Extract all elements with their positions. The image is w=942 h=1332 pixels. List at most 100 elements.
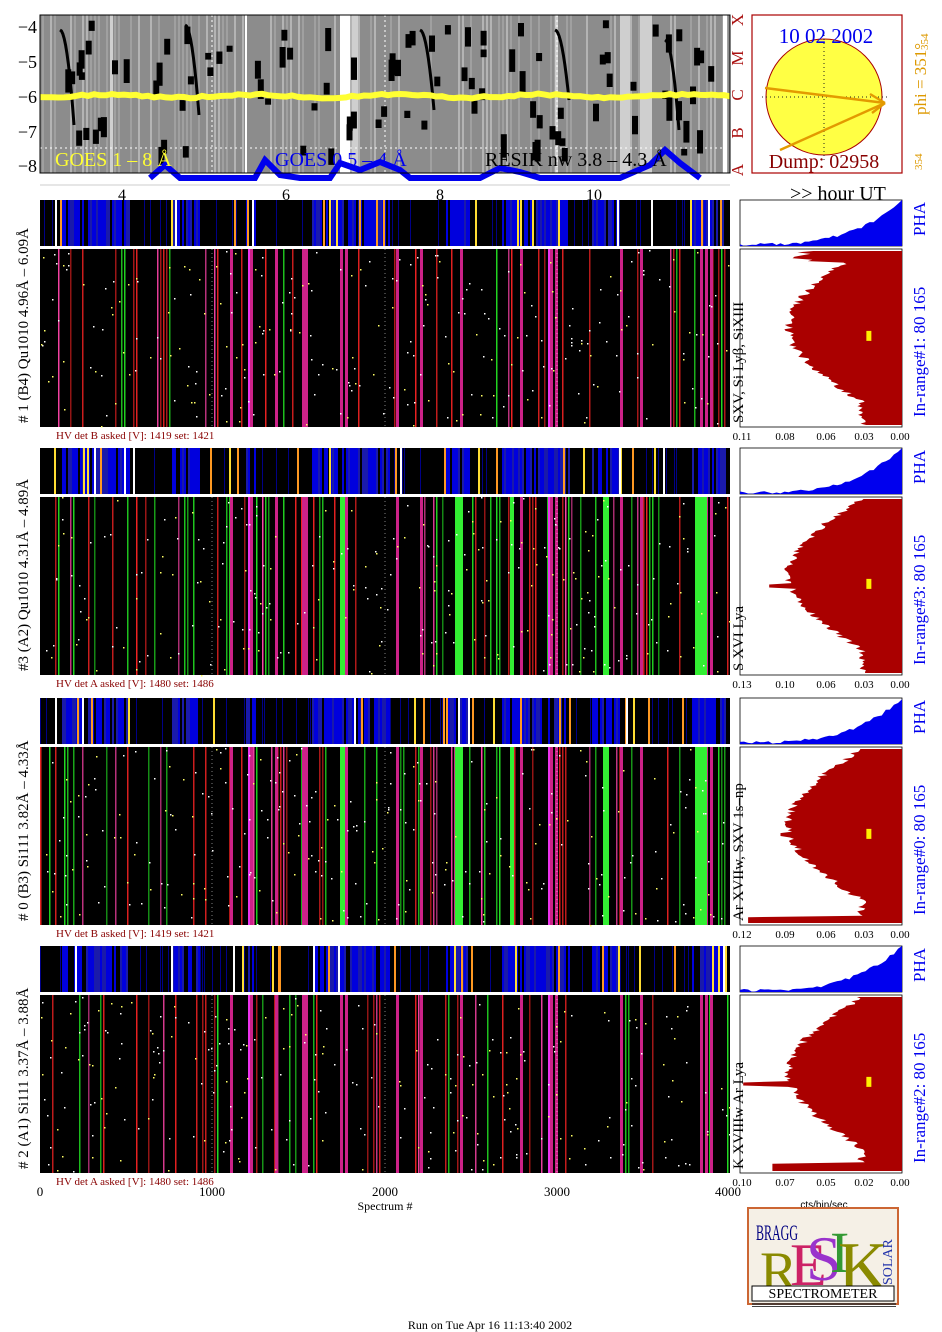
spectrum-tick: 4000: [715, 1184, 741, 1199]
logo-solar: SOLAR: [881, 1238, 896, 1285]
phi-sub: 354: [919, 33, 931, 50]
histogram-tick: 0.07: [775, 1177, 795, 1189]
goes-ytick: −8: [18, 156, 37, 176]
goes-ytick: −6: [18, 87, 37, 107]
spectrum-tick: 1000: [199, 1184, 225, 1199]
detector-block: HV det B asked [V]: 1419 set: 1421 # 1 (B…: [16, 199, 929, 443]
histogram-tick: 0.12: [732, 929, 751, 941]
spectral-lines-label: SXV, Si Lyβ, SiXIII: [731, 302, 747, 423]
hv-setting: HV det B asked [V]: 1419 set: 1421: [56, 430, 214, 442]
phi-angle: phi = 351°: [911, 43, 930, 115]
pha-histogram: [740, 946, 902, 992]
logo-s: S: [806, 1223, 842, 1294]
pha-histogram: [740, 699, 902, 744]
goes-ytick: −5: [18, 52, 37, 72]
hv-setting: HV det A asked [V]: 1480 set: 1486: [56, 678, 214, 690]
detector-label: #3 (A2) Qu1010 4.31Å – 4.89Å: [16, 479, 32, 671]
logo-spectrometer: SPECTROMETER: [769, 1287, 879, 1302]
hour-tick: 6: [282, 187, 290, 204]
spectrum-histogram: [784, 251, 902, 425]
legend-goes-long: GOES 1 – 8 Å: [55, 149, 172, 171]
flare-class-label: B: [728, 127, 747, 138]
spectral-lines-label: S XVI Lya: [731, 606, 747, 671]
goes-panel: −4 −5 −6 −7 −8 X M C B A GOES 1 – 8 Å GO…: [18, 14, 886, 205]
histogram-tick: 0.06: [816, 679, 836, 691]
resik-logo: BRAGG R E S I K SOLAR SPECTROMETER: [747, 1207, 899, 1307]
run-timestamp: Run on Tue Apr 16 11:13:40 2002: [408, 1318, 572, 1332]
histogram-tick: 0.00: [890, 679, 910, 691]
flare-class-label: C: [728, 89, 747, 100]
spectrum-tick: 2000: [372, 1184, 398, 1199]
histogram-tick: 0.02: [854, 1177, 873, 1189]
spectral-lines-label: K XVIIIw Ar Lya: [731, 1062, 747, 1169]
histogram-tick: 0.10: [732, 1177, 752, 1189]
histogram-tick: 0.11: [733, 431, 752, 443]
spectrum-axis-label: Spectrum #: [358, 1199, 413, 1213]
histogram-tick: 0.09: [775, 929, 795, 941]
pha-histogram: [740, 200, 902, 246]
histogram-tick: 0.05: [816, 1177, 836, 1189]
hour-axis-label: >> hour UT: [790, 183, 886, 205]
spectral-lines-label: Ar XVIIw, SXV 1s–np: [731, 783, 747, 921]
pha-histogram: [740, 448, 902, 494]
spectrum-tick: 3000: [544, 1184, 570, 1199]
histogram-tick: 0.03: [854, 431, 874, 443]
pha-label: PHA: [910, 947, 929, 982]
pha-label: PHA: [910, 699, 929, 734]
sun-disk: [765, 38, 883, 156]
spectrum-tick: 0: [37, 1184, 44, 1199]
in-range-label: In-range#0: 80 165: [910, 785, 929, 915]
histogram-tick: 0.00: [890, 929, 910, 941]
flare-class-label: X: [728, 14, 747, 26]
hv-setting: HV det B asked [V]: 1419 set: 1421: [56, 928, 214, 940]
pointing-arrows: [764, 86, 886, 152]
detector-label: # 1 (B4) Qu1010 4.96Å – 6.09Å: [16, 228, 32, 423]
logo-fineprint: [752, 1303, 896, 1307]
legend-resik: RESIK nw 3.8 – 4.3 Å: [485, 149, 667, 171]
hour-tick: 8: [436, 187, 444, 204]
legend-goes-short: GOES 0.5 – 4 Å: [275, 149, 407, 171]
in-range-label: In-range#1: 80 165: [910, 287, 929, 417]
logo-i: I: [830, 1220, 849, 1285]
logo-bragg: BRAGG: [756, 1220, 798, 1245]
flare-class-label: M: [728, 50, 747, 65]
detector-label: # 2 (A1) Si111 3.37Å – 3.88Å: [16, 987, 32, 1169]
sun-panel: 10 02 2002 Dump: 02958 phi = 351° 354 35…: [751, 14, 931, 174]
detector-block: HV det A asked [V]: 1480 set: 1486 #3 (A2…: [16, 447, 929, 691]
detector-label: # 0 (B3) Si111 3.82Å – 4.33Å: [16, 740, 32, 921]
hv-setting: HV det A asked [V]: 1480 set: 1486: [56, 1176, 214, 1188]
spectrum-axis: 0 1000 2000 3000 4000 Spectrum # cts/bin…: [37, 1184, 848, 1213]
goes-ytick: −7: [18, 122, 37, 142]
hour-tick: 10: [586, 187, 602, 204]
observation-date: 10 02 2002: [779, 24, 874, 48]
histogram-tick: 0.13: [732, 679, 752, 691]
goes-long-curve: [39, 90, 731, 102]
histogram-tick: 0.03: [854, 929, 874, 941]
pha-label: PHA: [910, 201, 929, 236]
histogram-tick: 0.00: [890, 1177, 910, 1189]
histogram-tick: 0.10: [775, 679, 795, 691]
detector-panels: HV det B asked [V]: 1419 set: 1421 # 1 (B…: [16, 199, 929, 1189]
histogram-tick: 0.06: [816, 929, 836, 941]
detector-block: HV det A asked [V]: 1480 set: 1486 # 2 (A…: [16, 945, 929, 1189]
spectrum-histogram: [769, 499, 902, 673]
histogram-tick: 0.00: [890, 431, 910, 443]
histogram-tick: 0.03: [854, 679, 874, 691]
histogram-unit: cts/bin/sec: [800, 1200, 847, 1211]
detector-block: HV det B asked [V]: 1419 set: 1421 # 0 (B…: [16, 697, 929, 941]
in-range-label: In-range#2: 80 165: [910, 1033, 929, 1163]
dump-number: Dump: 02958: [769, 151, 880, 173]
spectrum-histogram: [743, 997, 902, 1171]
spectrum-histogram: [748, 749, 902, 923]
phi-bottom: 354: [913, 153, 925, 170]
hour-tick: 4: [118, 187, 126, 204]
resik-count-marks: [59, 20, 715, 166]
pha-label: PHA: [910, 449, 929, 484]
goes-short-curve: [148, 145, 702, 181]
in-range-label: In-range#3: 80 165: [910, 535, 929, 665]
flare-class-label: A: [728, 163, 747, 176]
histogram-tick: 0.08: [775, 431, 795, 443]
goes-ytick: −4: [18, 17, 37, 37]
histogram-tick: 0.06: [816, 431, 836, 443]
